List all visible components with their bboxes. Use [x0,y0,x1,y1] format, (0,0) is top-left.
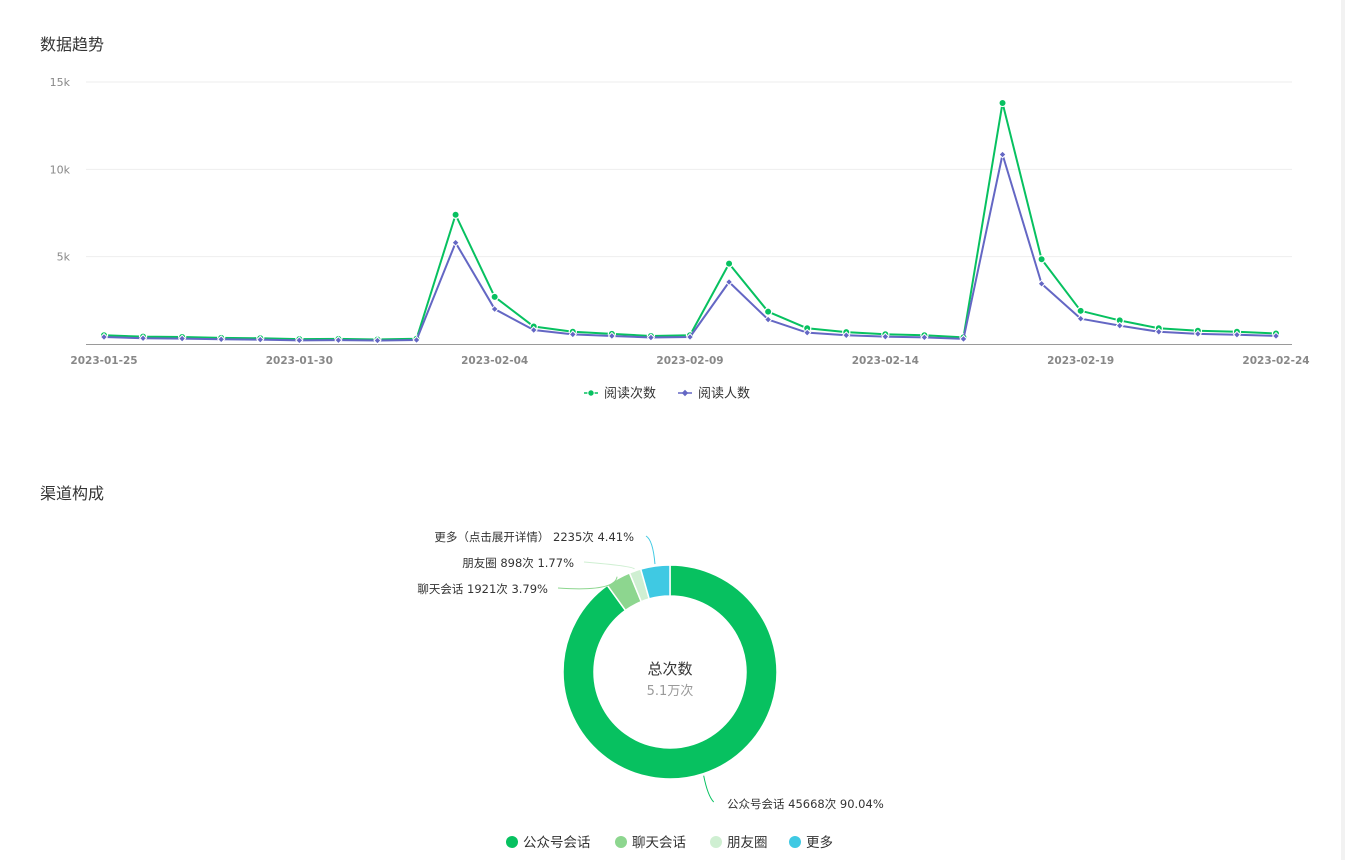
x-tick-label: 2023-01-25 [70,355,137,367]
data-point[interactable] [763,307,773,316]
slice-label: 公众号会话 45668次 90.04% [727,797,884,811]
legend-marker [506,836,518,848]
data-point[interactable] [451,210,460,219]
data-point[interactable] [646,333,656,342]
x-tick-label: 2023-02-04 [461,355,528,367]
data-point[interactable] [490,304,499,314]
data-point[interactable] [451,238,460,247]
data-point[interactable] [998,98,1007,108]
legend-item-reader-count[interactable]: 阅读人数 [678,387,750,402]
slice-label: 朋友圈 898次 1.77% [462,556,574,570]
y-tick-label: 5k [57,251,71,264]
leader-line [557,576,618,590]
data-point[interactable] [724,259,734,268]
x-tick-label: 2023-01-30 [266,355,333,367]
data-point[interactable] [217,335,226,344]
data-point[interactable] [842,331,851,340]
data-point[interactable] [568,330,577,339]
legend-label: 聊天会话 [632,835,686,851]
data-point[interactable] [920,333,929,342]
leader-line [583,561,635,570]
slice-label: 聊天会话 1921次 3.79% [417,582,548,596]
data-point[interactable] [1154,327,1163,336]
legend-item-chat-session[interactable]: 聊天会话 [615,835,686,851]
series-line-read-count [103,101,1277,341]
slice-official-account-session[interactable] [562,564,778,780]
data-point[interactable] [1271,331,1281,341]
data-point[interactable] [178,334,187,343]
data-point[interactable] [334,336,343,345]
donut-center-label: 总次数 [647,660,692,678]
legend-item-official-account-session[interactable]: 公众号会话 [506,835,591,851]
legend-marker [615,836,627,848]
trend-line-chart: 15k 10k 5k 2023-01-25 2023-01-30 2023-02-04 20… [50,76,1310,402]
data-point[interactable] [295,336,304,345]
legend-marker [587,389,595,397]
slice-more[interactable] [639,564,671,600]
data-point[interactable] [1115,321,1124,330]
data-point[interactable] [998,150,1007,159]
legend-label: 阅读人数 [698,387,750,402]
legend-marker [789,836,801,848]
x-tick-label: 2023-02-14 [852,355,919,367]
leader-line [645,535,656,565]
data-point[interactable] [881,332,890,341]
slice-label: 更多（点击展开详情） 2235次 4.41% [434,530,634,544]
legend-label: 公众号会话 [523,835,591,851]
data-point[interactable] [959,334,968,344]
legend-item-moments[interactable]: 朋友圈 [710,835,768,851]
data-point[interactable] [1037,255,1046,264]
data-point[interactable] [1232,330,1242,339]
data-point[interactable] [529,325,538,335]
channel-section-title: 渠道构成 [40,484,105,503]
legend-marker [710,836,722,848]
legend-label: 阅读次数 [604,386,656,402]
data-point[interactable] [1193,329,1202,338]
x-tick-label: 2023-02-09 [656,355,723,367]
data-point[interactable] [764,315,773,324]
legend-label: 朋友圈 [727,835,768,851]
data-point[interactable] [685,332,695,342]
donut-center-value: 5.1万次 [647,683,694,699]
leader-line [703,775,715,803]
y-tick-label: 10k [50,163,71,176]
series-line-reader-count [103,153,1277,342]
y-tick-label: 15k [50,76,71,89]
data-point[interactable] [1076,314,1085,323]
x-tick-label: 2023-02-19 [1047,355,1114,367]
legend-marker [681,389,689,397]
legend-item-read-count[interactable]: 阅读次数 [584,386,656,402]
legend-label: 更多 [806,834,833,851]
data-point[interactable] [607,331,616,341]
data-point[interactable] [1076,306,1085,316]
data-point[interactable] [99,332,109,342]
data-point[interactable] [412,335,421,345]
data-point[interactable] [1037,279,1046,288]
data-point[interactable] [803,328,812,337]
data-point[interactable] [256,335,265,344]
data-point[interactable] [138,334,148,343]
x-tick-label: 2023-02-24 [1242,355,1309,367]
data-point[interactable] [724,277,734,287]
trend-section-title: 数据趋势 [40,35,105,54]
legend-item-more[interactable]: 更多 [789,834,833,851]
page-scrollbar[interactable] [1341,0,1345,860]
data-point[interactable] [490,292,499,302]
data-point[interactable] [373,336,382,345]
